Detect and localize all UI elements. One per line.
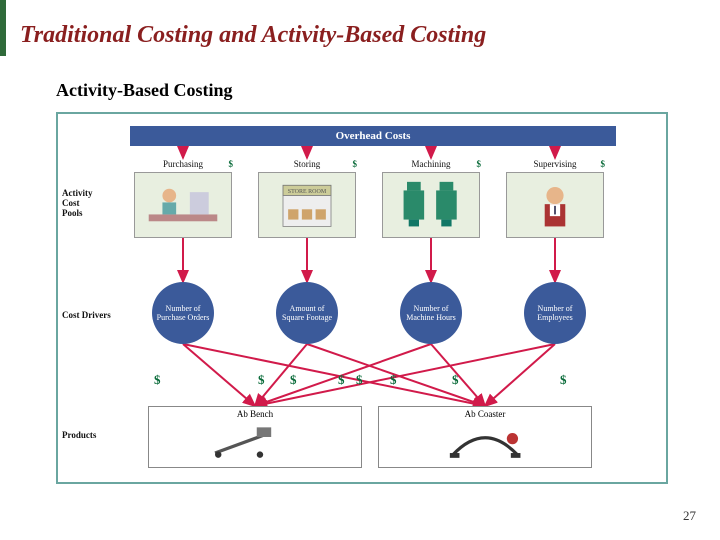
pool-title: Machining — [383, 159, 479, 169]
dollar-icon: $ — [356, 372, 363, 388]
dollar-icon: $ — [154, 372, 161, 388]
dollar-icon: $ — [258, 372, 265, 388]
pool-title: Supervising — [507, 159, 603, 169]
diagram: Overhead Costs ActivityCostPools Cost Dr… — [58, 114, 666, 482]
pool-title: Storing — [259, 159, 355, 169]
pool-illustration — [509, 175, 601, 235]
dollar-icon: $ — [390, 372, 397, 388]
accent-bar — [0, 0, 6, 56]
row-label-products: Products — [62, 430, 112, 440]
cost-driver: Number ofMachine Hours — [400, 282, 462, 344]
diagram-frame: Overhead Costs ActivityCostPools Cost Dr… — [56, 112, 668, 484]
product-title: Ab Bench — [237, 409, 273, 419]
dollar-icon: $ — [338, 372, 345, 388]
dollar-icon: $ — [477, 159, 482, 169]
row-label-drivers: Cost Drivers — [62, 310, 112, 320]
pool-title: Purchasing — [135, 159, 231, 169]
product-illustration — [207, 419, 303, 463]
product-illustration — [437, 419, 533, 463]
svg-text:STORE ROOM: STORE ROOM — [288, 189, 327, 195]
dollar-icon: $ — [601, 159, 606, 169]
pool-illustration — [137, 175, 229, 235]
pool-box: Storing$STORE ROOM — [258, 172, 356, 238]
pool-illustration — [385, 175, 477, 235]
overhead-costs-label: Overhead Costs — [336, 130, 411, 142]
dollar-icon: $ — [560, 372, 567, 388]
slide-subtitle: Activity-Based Costing — [56, 80, 233, 101]
dollar-icon: $ — [229, 159, 234, 169]
cost-driver: Amount ofSquare Footage — [276, 282, 338, 344]
product-title: Ab Coaster — [465, 409, 506, 419]
overhead-costs-bar: Overhead Costs — [130, 126, 616, 146]
dollar-icon: $ — [290, 372, 297, 388]
dollar-icon: $ — [353, 159, 358, 169]
dollar-icon: $ — [452, 372, 459, 388]
product-box: Ab Coaster — [378, 406, 592, 468]
pool-box: Purchasing$ — [134, 172, 232, 238]
slide: Traditional Costing and Activity-Based C… — [0, 0, 720, 540]
product-box: Ab Bench — [148, 406, 362, 468]
pool-illustration: STORE ROOM — [261, 175, 353, 235]
pool-box: Supervising$ — [506, 172, 604, 238]
cost-driver: Number ofEmployees — [524, 282, 586, 344]
row-label-pools: ActivityCostPools — [62, 188, 112, 218]
slide-title: Traditional Costing and Activity-Based C… — [20, 22, 486, 49]
page-number: 27 — [683, 508, 696, 524]
cost-driver: Number ofPurchase Orders — [152, 282, 214, 344]
pool-box: Machining$ — [382, 172, 480, 238]
